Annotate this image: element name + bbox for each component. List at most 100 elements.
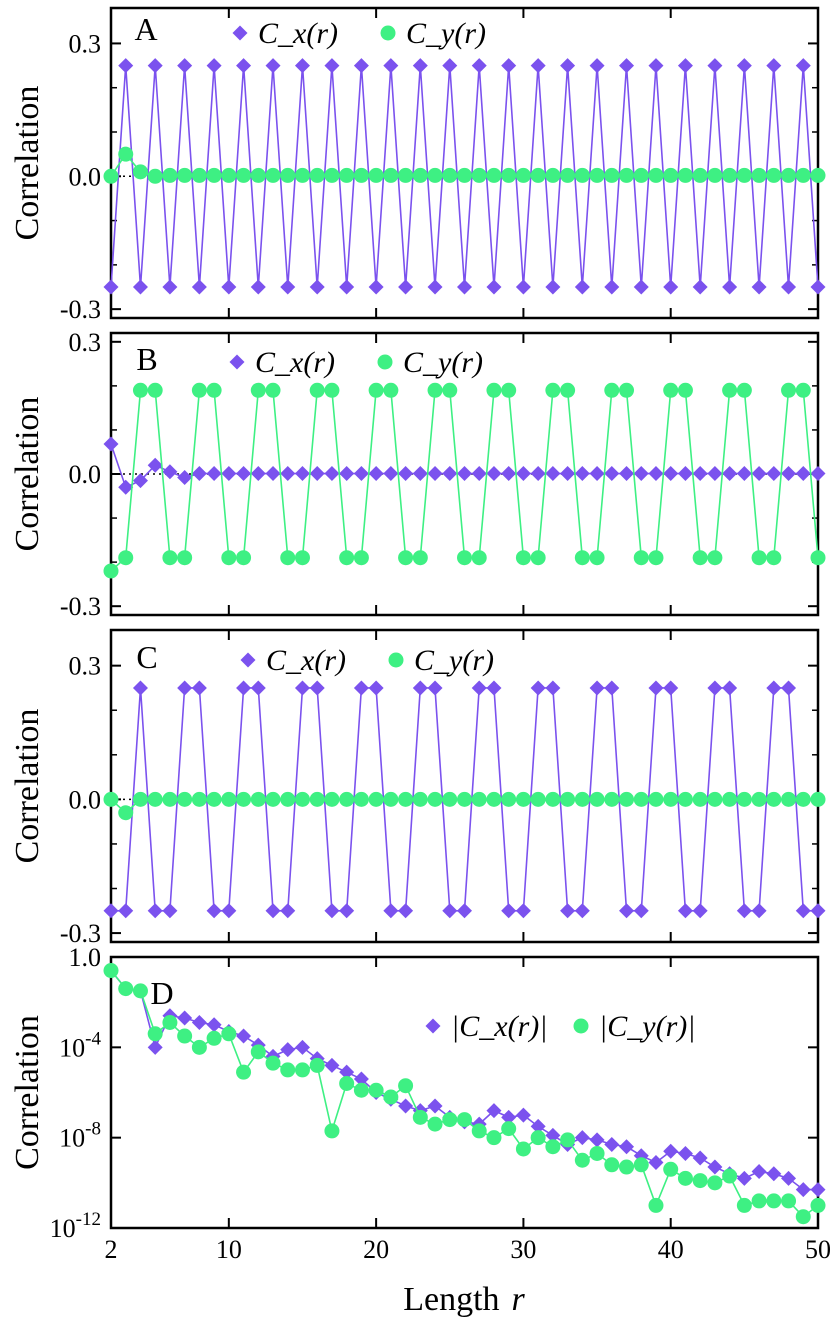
data-point	[486, 1103, 502, 1119]
data-point	[589, 1145, 605, 1161]
data-point	[103, 563, 119, 579]
data-point	[398, 1078, 414, 1094]
data-point	[147, 168, 163, 184]
data-point	[309, 466, 325, 482]
data-point	[736, 58, 752, 74]
data-point	[280, 550, 296, 566]
data-point	[398, 550, 414, 566]
legend-label: C_x(r)	[258, 17, 338, 50]
data-point	[309, 382, 325, 398]
data-point	[398, 279, 414, 295]
data-point	[781, 680, 797, 696]
data-point	[560, 1132, 576, 1148]
data-point	[339, 466, 355, 482]
data-point	[412, 791, 428, 807]
data-point	[132, 983, 148, 999]
data-point	[663, 279, 679, 295]
data-point	[751, 167, 767, 183]
data-point	[132, 382, 148, 398]
data-point	[118, 58, 134, 74]
legend-marker	[377, 354, 393, 370]
data-point	[221, 550, 237, 566]
panel-letter: D	[150, 975, 173, 1011]
data-point	[545, 279, 561, 295]
data-point	[383, 167, 399, 183]
data-point	[589, 466, 605, 482]
data-point	[515, 550, 531, 566]
data-point	[132, 279, 148, 295]
data-point	[810, 1197, 826, 1213]
data-point	[206, 167, 222, 183]
data-point	[265, 791, 281, 807]
x-axis: 2 10 20 30 40 50 Length r	[105, 1235, 832, 1318]
data-point	[294, 1039, 310, 1055]
data-point	[663, 466, 679, 482]
data-point	[545, 680, 561, 696]
data-point	[766, 466, 782, 482]
legend-marker	[232, 25, 248, 41]
data-point	[707, 167, 723, 183]
data-point	[663, 167, 679, 183]
data-point	[604, 279, 620, 295]
data-point	[412, 466, 428, 482]
series-cx	[103, 58, 826, 295]
data-point	[442, 58, 458, 74]
panel-a: 0.3 0.0 -0.3 Correlation A C_x(r) C_y(r)	[9, 6, 826, 324]
data-point	[236, 550, 252, 566]
data-point	[132, 791, 148, 807]
data-point	[427, 791, 443, 807]
data-point	[324, 1123, 340, 1139]
data-point	[206, 466, 222, 482]
data-point	[427, 680, 443, 696]
data-point	[280, 466, 296, 482]
data-point	[604, 382, 620, 398]
data-point	[103, 436, 119, 452]
data-point	[442, 903, 458, 919]
data-point	[398, 466, 414, 482]
data-point	[663, 680, 679, 696]
data-point	[619, 1159, 635, 1175]
data-point	[147, 791, 163, 807]
data-point	[530, 791, 546, 807]
series-cy	[103, 963, 826, 1225]
data-point	[309, 167, 325, 183]
data-point	[810, 466, 826, 482]
data-point	[339, 1075, 355, 1091]
y-tick-label: 0.0	[69, 460, 102, 489]
legend-label: C_y(r)	[403, 346, 483, 379]
data-point	[280, 279, 296, 295]
data-point	[324, 466, 340, 482]
data-point	[471, 466, 487, 482]
data-point	[339, 550, 355, 566]
data-point	[648, 58, 664, 74]
data-point	[736, 1170, 752, 1186]
data-point	[265, 1055, 281, 1071]
data-point	[427, 1116, 443, 1132]
data-point	[810, 550, 826, 566]
data-point	[560, 382, 576, 398]
data-point	[560, 466, 576, 482]
data-point	[353, 1082, 369, 1098]
data-point	[677, 1170, 693, 1186]
data-point	[722, 791, 738, 807]
data-point	[221, 466, 237, 482]
y-tick-label: 1.0	[69, 943, 102, 972]
data-point	[471, 1123, 487, 1139]
data-point	[339, 903, 355, 919]
data-point	[177, 550, 193, 566]
legend-marker	[240, 652, 256, 668]
data-point	[501, 466, 517, 482]
data-point	[589, 58, 605, 74]
data-point	[471, 791, 487, 807]
data-point	[147, 382, 163, 398]
data-point	[648, 1197, 664, 1213]
data-point	[103, 903, 119, 919]
data-point	[795, 903, 811, 919]
data-point	[736, 903, 752, 919]
data-point	[236, 58, 252, 74]
data-point	[486, 382, 502, 398]
data-point	[353, 791, 369, 807]
panel-c: 0.3 0.0 -0.3 Correlation C C_x(r) C_y(r)	[9, 628, 826, 948]
data-point	[457, 466, 472, 482]
data-point	[265, 382, 281, 398]
